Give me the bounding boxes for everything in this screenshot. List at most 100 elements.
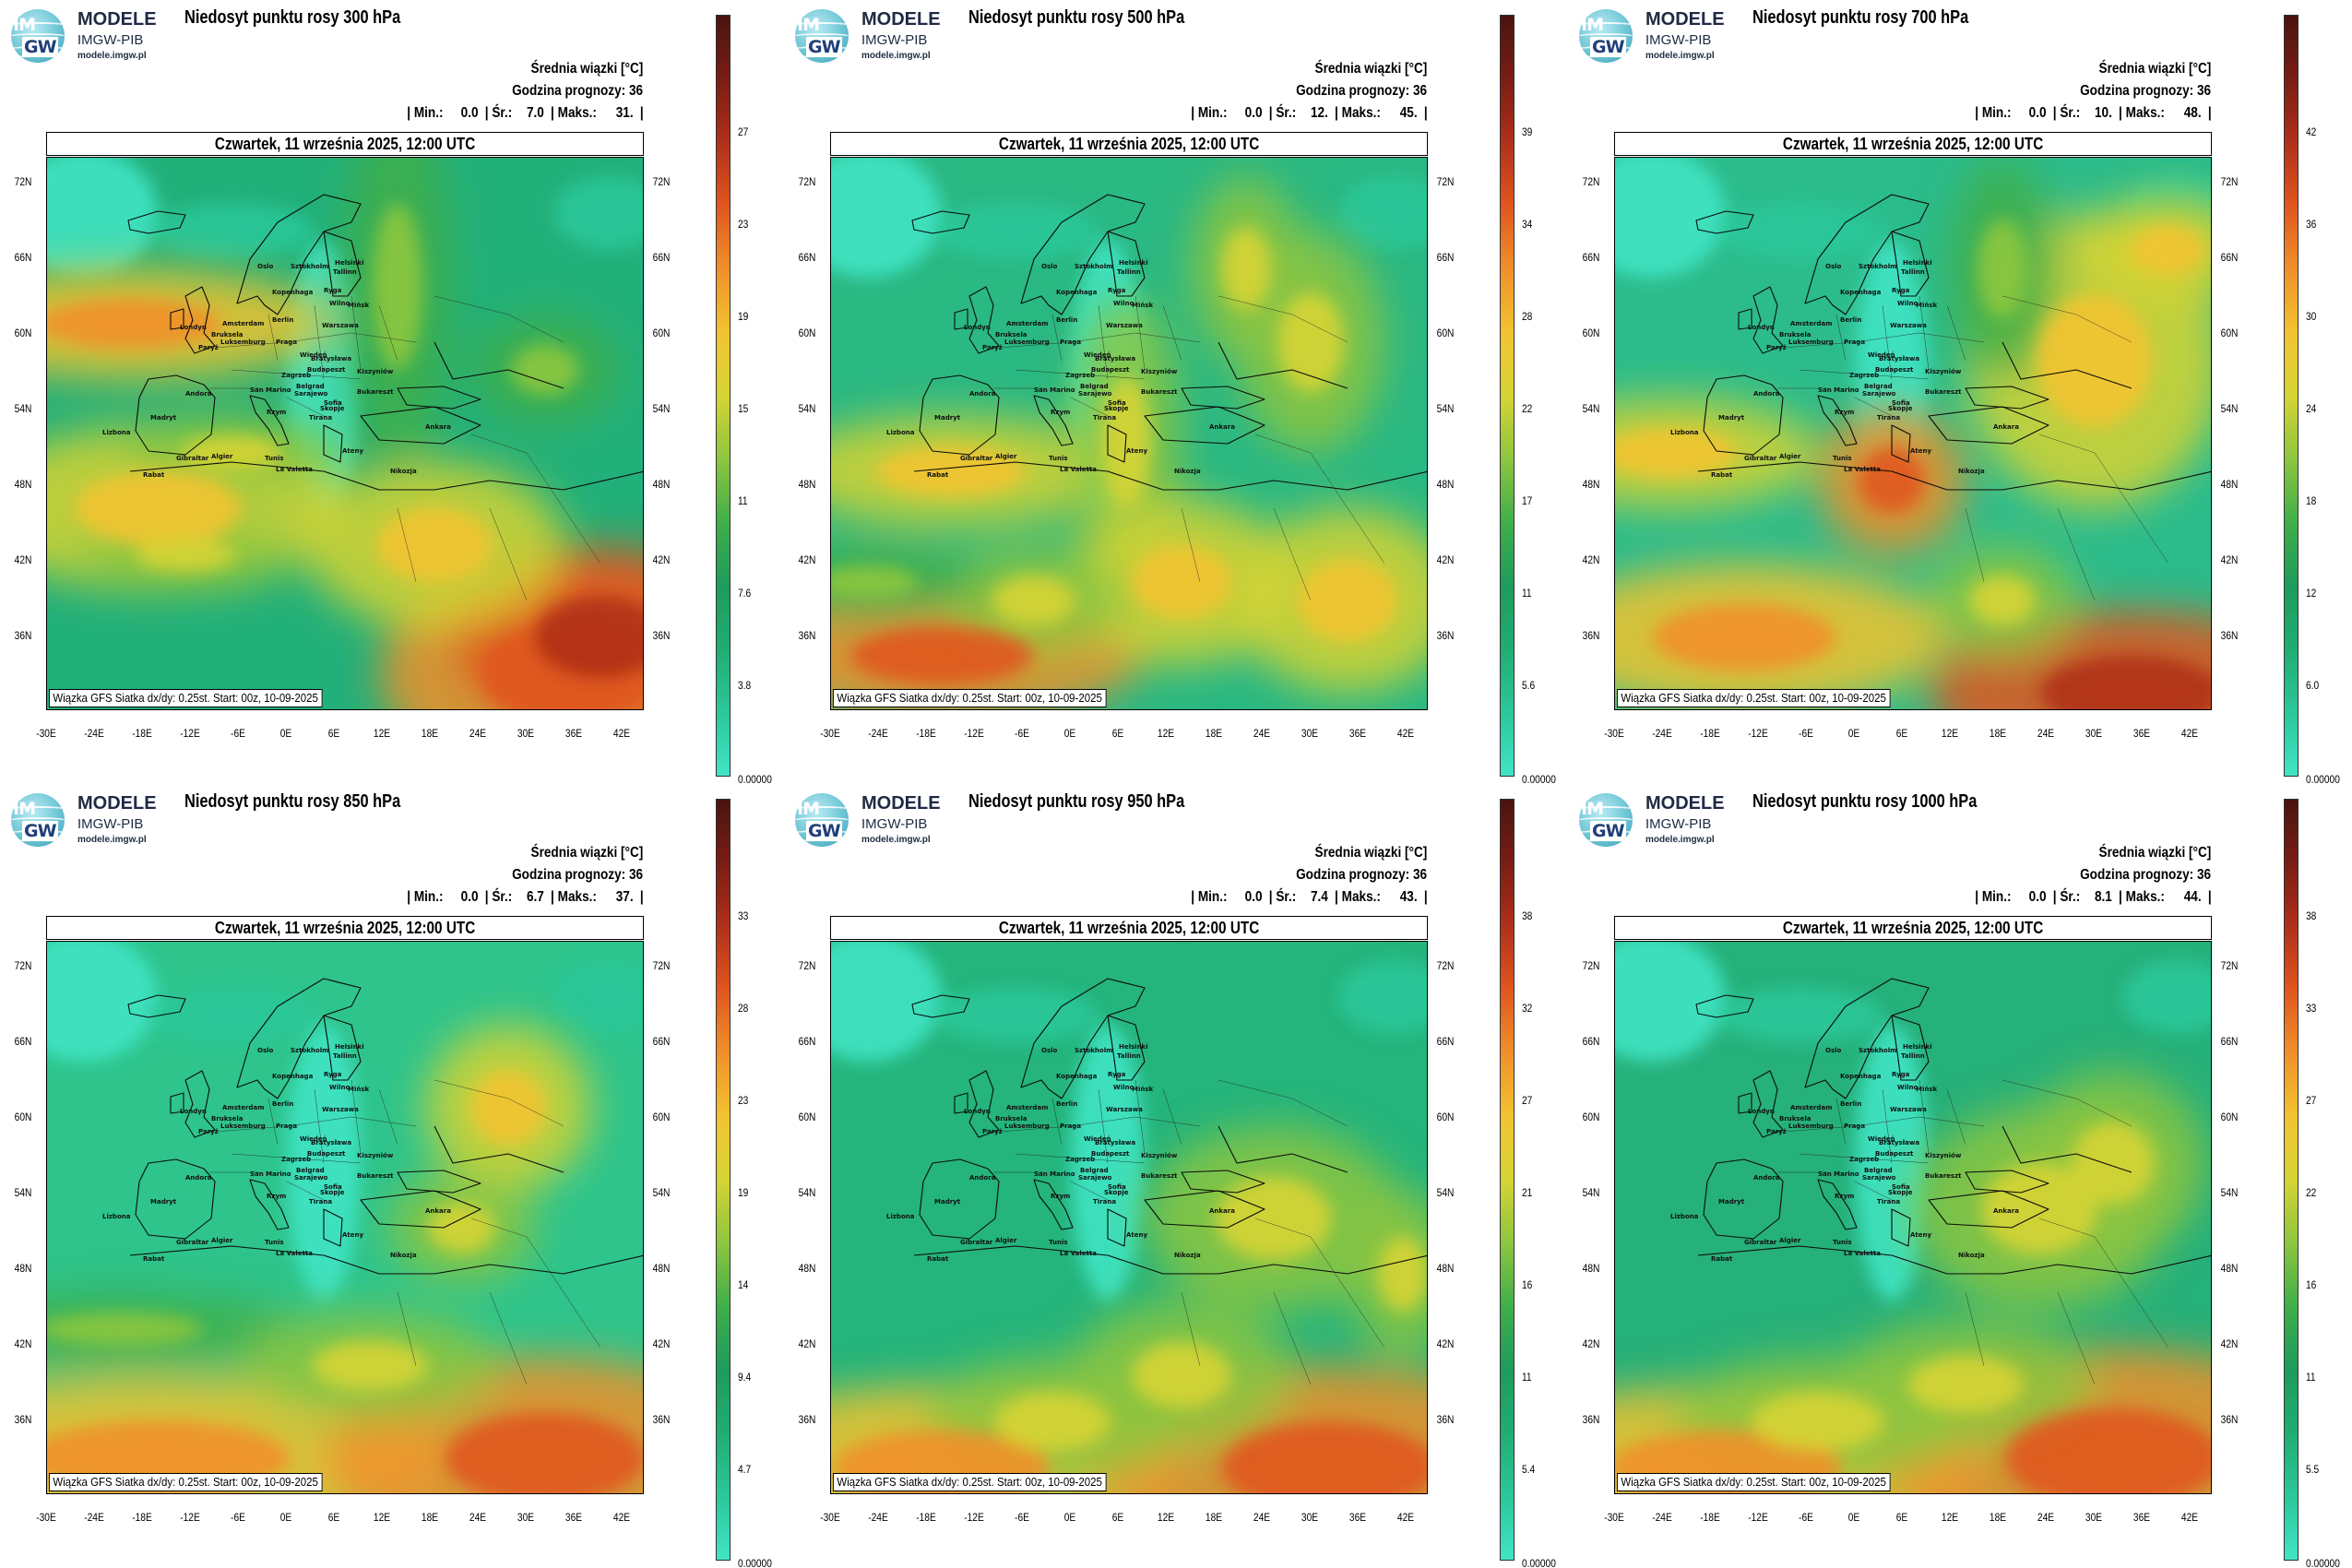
lon-label: 30E — [1301, 727, 1319, 740]
lon-label: 24E — [469, 727, 487, 740]
colorbar-tick-label: 6.0 — [2306, 679, 2320, 692]
lat-label-right: 42N — [1436, 1337, 1455, 1350]
panel-title: Niedosyt punktu rosy 500 hPa — [968, 7, 1185, 28]
imgw-logo-icon: IM GW — [795, 9, 849, 63]
lon-label: 18E — [421, 727, 439, 740]
lat-label-left: 42N — [1582, 1337, 1600, 1350]
city-label: Andora — [185, 1174, 212, 1182]
logo-title: MODELE — [861, 793, 941, 814]
city-label: Ateny — [1126, 1231, 1148, 1239]
city-label: Nikozja — [1958, 468, 1985, 475]
lon-label: -24E — [868, 727, 888, 740]
city-label: Gibraltar — [960, 455, 993, 462]
colorbar-tick-label: 24 — [2306, 402, 2317, 415]
min-label: | Min.: — [407, 105, 444, 121]
city-label: San Marino — [250, 386, 291, 394]
city-label: Oslo — [1041, 1047, 1058, 1054]
city-label: Luksemburg — [220, 339, 266, 346]
city-label: Kiszyniów — [357, 1152, 394, 1159]
valid-date-bar: Czwartek, 11 września 2025, 12:00 UTC — [830, 132, 1428, 156]
lon-label: 24E — [1253, 727, 1271, 740]
city-label: Tunis — [1833, 1239, 1852, 1246]
max-end: | — [640, 889, 644, 905]
city-label: Bruksela — [995, 1115, 1028, 1123]
city-label: Gibraltar — [1744, 455, 1777, 462]
city-label: Ankara — [1209, 1207, 1235, 1215]
lon-label: 6E — [1895, 727, 1908, 740]
city-label: Bukareszt — [357, 1172, 394, 1180]
lat-label-left: 72N — [1582, 175, 1600, 188]
city-label: Gibraltar — [1744, 1239, 1777, 1246]
imgw-logo: IM GW MODELE IMGW-PIB modele.imgw.pl — [6, 790, 162, 847]
lon-label: 24E — [1253, 1511, 1271, 1524]
city-label: San Marino — [1034, 1170, 1075, 1178]
lat-label-left: 54N — [1582, 1186, 1600, 1199]
colorbar-tick-label: 38 — [1522, 909, 1533, 922]
lon-label: 12E — [373, 727, 391, 740]
colorbar-tick-label: 28 — [1522, 310, 1533, 323]
lon-label: 0E — [1847, 727, 1860, 740]
lat-label-right: 42N — [652, 553, 671, 566]
colorbar-tick-label: 30 — [2306, 310, 2317, 323]
city-label: Tallinn — [1117, 268, 1141, 276]
city-label: Tallinn — [1901, 268, 1925, 276]
colorbar-tick-label: 16 — [1522, 1278, 1533, 1291]
imgw-logo-icon: IM GW — [11, 793, 65, 847]
colorbar-tick-label: 33 — [2306, 1002, 2317, 1015]
city-label: Wiedeń — [300, 351, 327, 359]
city-label: Budapeszt — [1091, 1150, 1130, 1158]
colorbar-tick-label: 7.6 — [738, 587, 752, 600]
city-label: Tallinn — [333, 1052, 357, 1060]
lat-label-left: 42N — [798, 1337, 816, 1350]
lat-label-left: 42N — [1582, 553, 1600, 566]
city-label: Londyn — [1748, 1108, 1775, 1115]
model-info-footer: Wiązka GFS Siatka dx/dy: 0.25st. Start: … — [1617, 689, 1891, 707]
lat-label-right: 36N — [652, 629, 671, 642]
lat-label-left: 60N — [14, 327, 32, 339]
city-label: La Valetta — [276, 466, 313, 473]
lat-label-left: 54N — [798, 1186, 816, 1199]
lat-label-right: 48N — [2220, 478, 2239, 491]
imgw-logo: IM GW MODELE IMGW-PIB modele.imgw.pl — [6, 6, 162, 63]
colorbar-tick-label: 0.00000 — [1522, 773, 1556, 784]
lon-label: 12E — [1941, 727, 1959, 740]
city-label: Sarajewo — [294, 390, 328, 398]
city-label: Helsinki — [1119, 259, 1148, 267]
map-panel: IM GW MODELE IMGW-PIB modele.imgw.pl Nie… — [0, 0, 784, 784]
lat-label-right: 72N — [2220, 175, 2239, 188]
map-field — [1615, 942, 2211, 1493]
stats-line: | Min.: 0.0 | Śr.: 10. | Maks.: 48. | — [1976, 105, 2212, 122]
lat-label-left: 36N — [798, 1413, 816, 1426]
lat-label-left: 66N — [14, 251, 32, 264]
city-label: Gibraltar — [960, 1239, 993, 1246]
city-label: Londyn — [964, 1108, 991, 1115]
colorbar-tick-label: 16 — [2306, 1278, 2317, 1291]
city-label: Sarajewo — [1078, 390, 1112, 398]
lon-label: 36E — [2132, 727, 2151, 740]
lat-label-right: 60N — [1436, 327, 1455, 339]
city-label: Tirana — [309, 1198, 333, 1206]
model-info-footer: Wiązka GFS Siatka dx/dy: 0.25st. Start: … — [49, 689, 323, 707]
city-label: Algier — [211, 453, 233, 460]
city-label: Sztokholm — [1859, 1047, 1897, 1054]
lon-label: 12E — [1157, 727, 1175, 740]
city-label: Bruksela — [211, 331, 244, 339]
city-label: Paryż — [198, 344, 219, 351]
min-value: 0.0 — [461, 105, 479, 121]
lat-label-left: 72N — [798, 175, 816, 188]
city-label: Kopenhaga — [1840, 1073, 1882, 1080]
colorbar-tick-label: 11 — [1522, 587, 1532, 600]
city-label: Berlin — [1840, 316, 1862, 324]
city-label: Tallinn — [1117, 1052, 1141, 1060]
city-label: Paryż — [1766, 344, 1787, 351]
city-label: Andora — [1753, 1174, 1780, 1182]
lon-label: 6E — [327, 1511, 340, 1524]
city-label: Kopenhaga — [1840, 289, 1882, 296]
city-label: Ankara — [1993, 1207, 2019, 1215]
lat-label-right: 66N — [652, 1035, 671, 1048]
lat-label-right: 66N — [652, 251, 671, 264]
city-label: Algier — [995, 1237, 1017, 1244]
lat-label-right: 54N — [652, 402, 671, 415]
logo-subtitle: IMGW-PIB — [861, 32, 928, 48]
model-info-footer: Wiązka GFS Siatka dx/dy: 0.25st. Start: … — [1617, 1473, 1891, 1491]
